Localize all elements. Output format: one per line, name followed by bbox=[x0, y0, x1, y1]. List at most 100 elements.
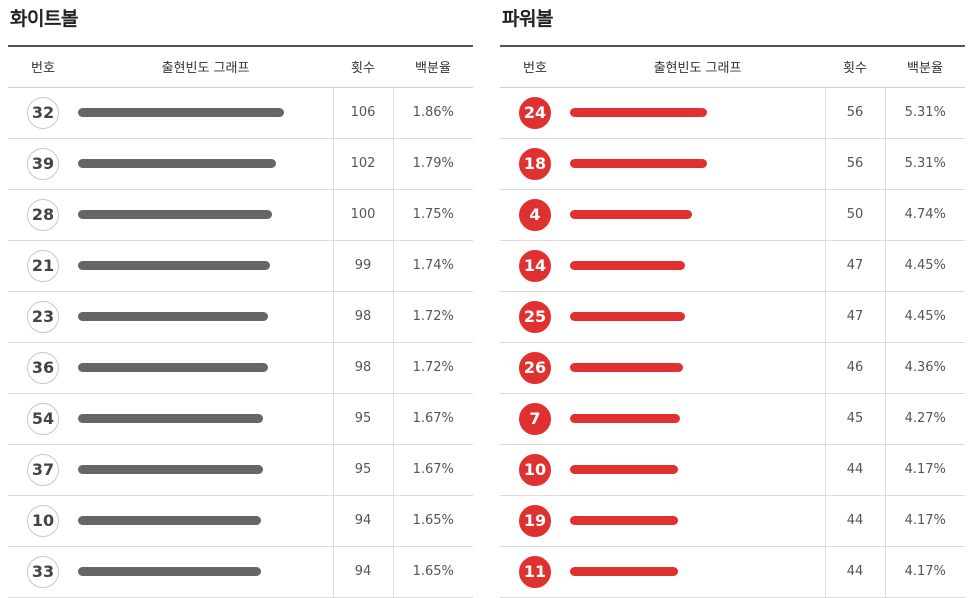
ball-number-cell: 10 bbox=[8, 495, 78, 547]
frequency-graph-cell bbox=[78, 189, 333, 241]
draw-count: 94 bbox=[332, 546, 393, 598]
column-header-number: 번호 bbox=[500, 47, 570, 88]
table-row: 25 47 4.45% bbox=[500, 291, 965, 343]
frequency-graph-cell bbox=[78, 546, 333, 598]
column-header-number: 번호 bbox=[8, 47, 78, 88]
frequency-graph-cell bbox=[78, 138, 333, 190]
table-row: 36 98 1.72% bbox=[8, 342, 473, 394]
frequency-bar bbox=[78, 516, 261, 525]
power-ball-number: 4 bbox=[519, 198, 551, 231]
draw-count: 95 bbox=[332, 393, 393, 445]
white-ball-number: 39 bbox=[27, 147, 59, 180]
draw-count: 44 bbox=[824, 444, 885, 496]
draw-count: 102 bbox=[332, 138, 393, 190]
draw-count: 56 bbox=[824, 138, 885, 190]
table-row: 39 102 1.79% bbox=[8, 138, 473, 190]
frequency-bar bbox=[78, 210, 272, 219]
draw-count: 44 bbox=[824, 546, 885, 598]
white-ball-number: 54 bbox=[27, 402, 59, 435]
frequency-bar bbox=[570, 312, 685, 321]
white-ball-number: 37 bbox=[27, 453, 59, 486]
percentage: 1.86% bbox=[392, 87, 473, 139]
draw-count: 94 bbox=[332, 495, 393, 547]
table-row: 14 47 4.45% bbox=[500, 240, 965, 292]
table-row: 26 46 4.36% bbox=[500, 342, 965, 394]
ball-number-cell: 11 bbox=[500, 546, 570, 598]
frequency-graph-cell bbox=[78, 240, 333, 292]
white-ball-number: 23 bbox=[27, 300, 59, 333]
frequency-graph-cell bbox=[78, 444, 333, 496]
percentage: 1.72% bbox=[392, 342, 473, 394]
table-row: 10 44 4.17% bbox=[500, 444, 965, 496]
ball-number-cell: 37 bbox=[8, 444, 78, 496]
frequency-graph-cell bbox=[570, 240, 825, 292]
ball-number-cell: 33 bbox=[8, 546, 78, 598]
power-ball-number: 25 bbox=[519, 300, 551, 333]
draw-count: 100 bbox=[332, 189, 393, 241]
ball-number-cell: 39 bbox=[8, 138, 78, 190]
percentage: 4.17% bbox=[884, 495, 965, 547]
power-ball-number: 26 bbox=[519, 351, 551, 384]
column-header-graph: 출현빈도 그래프 bbox=[570, 47, 825, 88]
table-row: 11 44 4.17% bbox=[500, 546, 965, 598]
table-row: 54 95 1.67% bbox=[8, 393, 473, 445]
frequency-bar bbox=[570, 159, 707, 168]
draw-count: 56 bbox=[824, 87, 885, 139]
column-header-graph: 출현빈도 그래프 bbox=[78, 47, 333, 88]
power-ball-number: 24 bbox=[519, 96, 551, 129]
white-ball-title: 화이트볼 bbox=[8, 0, 473, 47]
power-ball-title: 파워볼 bbox=[500, 0, 965, 47]
draw-count: 50 bbox=[824, 189, 885, 241]
ball-number-cell: 21 bbox=[8, 240, 78, 292]
frequency-bar bbox=[570, 465, 678, 474]
frequency-bar bbox=[570, 363, 683, 372]
draw-count: 47 bbox=[824, 291, 885, 343]
power-ball-table: 번호 출현빈도 그래프 횟수 백분율 24 56 5.31% 18 56 5.31% 4 50… bbox=[500, 47, 965, 598]
percentage: 4.17% bbox=[884, 444, 965, 496]
percentage: 4.17% bbox=[884, 546, 965, 598]
percentage: 1.74% bbox=[392, 240, 473, 292]
frequency-graph-cell bbox=[78, 393, 333, 445]
white-ball-number: 10 bbox=[27, 504, 59, 537]
ball-number-cell: 10 bbox=[500, 444, 570, 496]
draw-count: 106 bbox=[332, 87, 393, 139]
percentage: 4.36% bbox=[884, 342, 965, 394]
frequency-graph-cell bbox=[570, 342, 825, 394]
ball-number-cell: 25 bbox=[500, 291, 570, 343]
draw-count: 47 bbox=[824, 240, 885, 292]
percentage: 1.65% bbox=[392, 495, 473, 547]
frequency-bar bbox=[78, 261, 270, 270]
white-ball-number: 33 bbox=[27, 555, 59, 588]
ball-number-cell: 36 bbox=[8, 342, 78, 394]
percentage: 4.45% bbox=[884, 240, 965, 292]
white-ball-number: 21 bbox=[27, 249, 59, 282]
frequency-graph-cell bbox=[78, 291, 333, 343]
ball-number-cell: 7 bbox=[500, 393, 570, 445]
table-row: 24 56 5.31% bbox=[500, 87, 965, 139]
ball-number-cell: 23 bbox=[8, 291, 78, 343]
ball-number-cell: 4 bbox=[500, 189, 570, 241]
ball-number-cell: 18 bbox=[500, 138, 570, 190]
ball-number-cell: 54 bbox=[8, 393, 78, 445]
percentage: 1.75% bbox=[392, 189, 473, 241]
table-row: 4 50 4.74% bbox=[500, 189, 965, 241]
ball-number-cell: 32 bbox=[8, 87, 78, 139]
white-ball-panel: 화이트볼 번호 출현빈도 그래프 횟수 백분율 32 106 1.86% 39 102 1… bbox=[8, 0, 473, 598]
percentage: 5.31% bbox=[884, 87, 965, 139]
column-header-count: 횟수 bbox=[333, 47, 393, 88]
ball-number-cell: 24 bbox=[500, 87, 570, 139]
frequency-graph-cell bbox=[78, 342, 333, 394]
frequency-bar bbox=[78, 159, 276, 168]
table-row: 37 95 1.67% bbox=[8, 444, 473, 496]
frequency-graph-cell bbox=[78, 87, 333, 139]
percentage: 1.67% bbox=[392, 393, 473, 445]
ball-number-cell: 28 bbox=[8, 189, 78, 241]
frequency-graph-cell bbox=[570, 546, 825, 598]
draw-count: 44 bbox=[824, 495, 885, 547]
frequency-bar bbox=[570, 516, 678, 525]
table-row: 18 56 5.31% bbox=[500, 138, 965, 190]
table-row: 19 44 4.17% bbox=[500, 495, 965, 547]
table-row: 21 99 1.74% bbox=[8, 240, 473, 292]
frequency-bar bbox=[570, 108, 707, 117]
power-ball-number: 10 bbox=[519, 453, 551, 486]
